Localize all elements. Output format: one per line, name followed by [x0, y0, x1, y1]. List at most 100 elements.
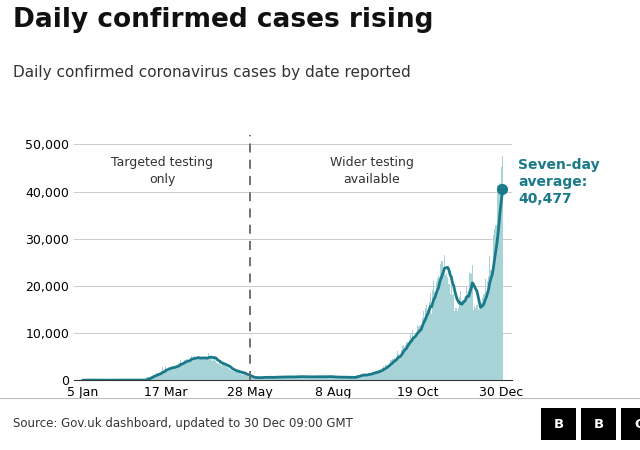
- Bar: [387, 365, 388, 380]
- Bar: [189, 360, 191, 380]
- Bar: [342, 378, 344, 380]
- Bar: [338, 377, 339, 380]
- Bar: [249, 377, 250, 380]
- Bar: [304, 377, 305, 380]
- Bar: [466, 286, 467, 380]
- Bar: [347, 378, 348, 380]
- Bar: [234, 373, 235, 380]
- Bar: [172, 367, 173, 380]
- Bar: [490, 270, 492, 380]
- Bar: [378, 369, 380, 380]
- Bar: [493, 235, 494, 380]
- Bar: [484, 279, 486, 380]
- Bar: [406, 342, 408, 380]
- Bar: [401, 350, 402, 380]
- Bar: [286, 377, 287, 380]
- Bar: [497, 185, 499, 380]
- Bar: [420, 325, 422, 380]
- Bar: [372, 373, 374, 380]
- Bar: [276, 377, 277, 380]
- Bar: [316, 377, 317, 380]
- Bar: [156, 373, 157, 380]
- Bar: [364, 375, 365, 380]
- Bar: [465, 301, 466, 380]
- Bar: [244, 373, 246, 380]
- Bar: [300, 376, 301, 380]
- Bar: [209, 358, 211, 380]
- Bar: [362, 375, 364, 380]
- Bar: [277, 377, 278, 380]
- Bar: [150, 377, 151, 380]
- Bar: [228, 367, 229, 380]
- Bar: [278, 377, 280, 380]
- Bar: [375, 372, 376, 380]
- Bar: [411, 338, 412, 380]
- Bar: [267, 378, 268, 380]
- Bar: [403, 345, 404, 380]
- Bar: [291, 377, 292, 380]
- Bar: [241, 373, 242, 380]
- Bar: [495, 225, 496, 380]
- Bar: [341, 377, 342, 380]
- Bar: [185, 361, 186, 380]
- FancyBboxPatch shape: [541, 408, 576, 440]
- Bar: [236, 372, 237, 380]
- Bar: [214, 359, 215, 380]
- Bar: [415, 334, 416, 380]
- Bar: [246, 376, 247, 380]
- Bar: [353, 377, 354, 380]
- Bar: [326, 377, 327, 380]
- Bar: [149, 377, 150, 380]
- Bar: [351, 378, 352, 380]
- Bar: [367, 374, 368, 380]
- Bar: [201, 358, 202, 380]
- Bar: [451, 284, 452, 380]
- Bar: [460, 291, 461, 380]
- Bar: [256, 378, 257, 380]
- Bar: [382, 368, 383, 380]
- Bar: [470, 274, 472, 380]
- Bar: [496, 225, 497, 380]
- Text: Targeted testing
only: Targeted testing only: [111, 156, 213, 186]
- Bar: [435, 292, 436, 380]
- Bar: [456, 310, 458, 380]
- Text: C: C: [634, 418, 640, 431]
- Bar: [361, 374, 362, 380]
- Bar: [440, 264, 442, 380]
- Bar: [154, 375, 155, 380]
- Bar: [239, 373, 240, 380]
- Bar: [339, 377, 340, 380]
- Bar: [306, 377, 307, 380]
- Bar: [358, 374, 360, 380]
- Bar: [171, 368, 172, 380]
- FancyBboxPatch shape: [581, 408, 616, 440]
- Bar: [453, 294, 454, 380]
- Bar: [165, 366, 166, 380]
- Bar: [433, 281, 435, 380]
- Bar: [305, 377, 306, 380]
- Bar: [296, 377, 297, 380]
- Bar: [192, 358, 193, 380]
- Bar: [369, 373, 371, 380]
- Bar: [250, 377, 252, 380]
- Bar: [282, 377, 283, 380]
- Text: B: B: [554, 418, 563, 431]
- Bar: [425, 308, 426, 380]
- Bar: [405, 345, 406, 380]
- Bar: [423, 311, 424, 380]
- Bar: [422, 318, 423, 380]
- Bar: [202, 357, 204, 380]
- Bar: [419, 326, 420, 380]
- Bar: [242, 375, 243, 380]
- Bar: [404, 346, 405, 380]
- Bar: [442, 261, 443, 380]
- Bar: [450, 293, 451, 380]
- Bar: [340, 378, 341, 380]
- Bar: [266, 377, 267, 380]
- Bar: [474, 306, 476, 380]
- Bar: [334, 377, 335, 380]
- Bar: [259, 378, 260, 380]
- Bar: [301, 377, 303, 380]
- Text: Wider testing
available: Wider testing available: [330, 156, 414, 186]
- Bar: [330, 377, 331, 380]
